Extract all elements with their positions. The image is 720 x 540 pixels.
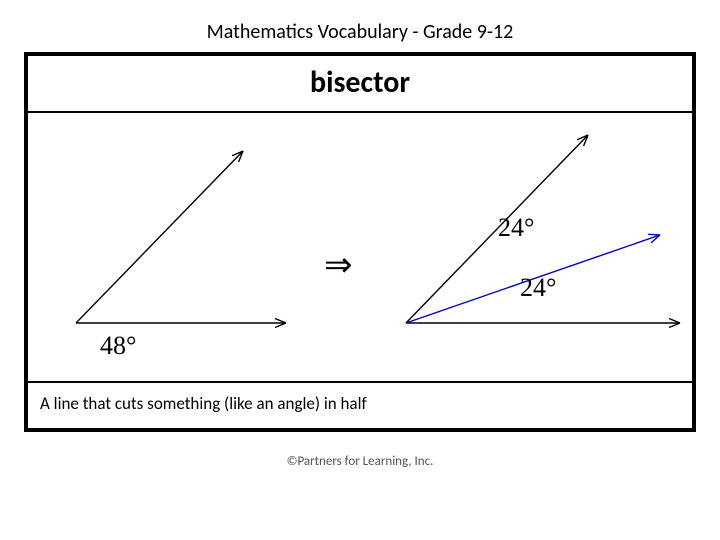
vocab-card: bisector 48° ⇒ 24° 24° A line that cuts … — [24, 52, 696, 432]
page-title: Mathematics Vocabulary - Grade 9-12 — [0, 0, 720, 52]
footer-copyright: ©Partners for Learning, Inc. — [0, 432, 720, 469]
right-angle-bottom-label: 24° — [520, 273, 556, 303]
diagram-area: 48° ⇒ 24° 24° — [28, 113, 692, 383]
right-angle-top-label: 24° — [498, 213, 534, 243]
term: bisector — [28, 56, 692, 113]
implies-symbol: ⇒ — [324, 245, 353, 285]
definition: A line that cuts something (like an angl… — [28, 383, 692, 428]
left-angle-label: 48° — [100, 331, 136, 361]
